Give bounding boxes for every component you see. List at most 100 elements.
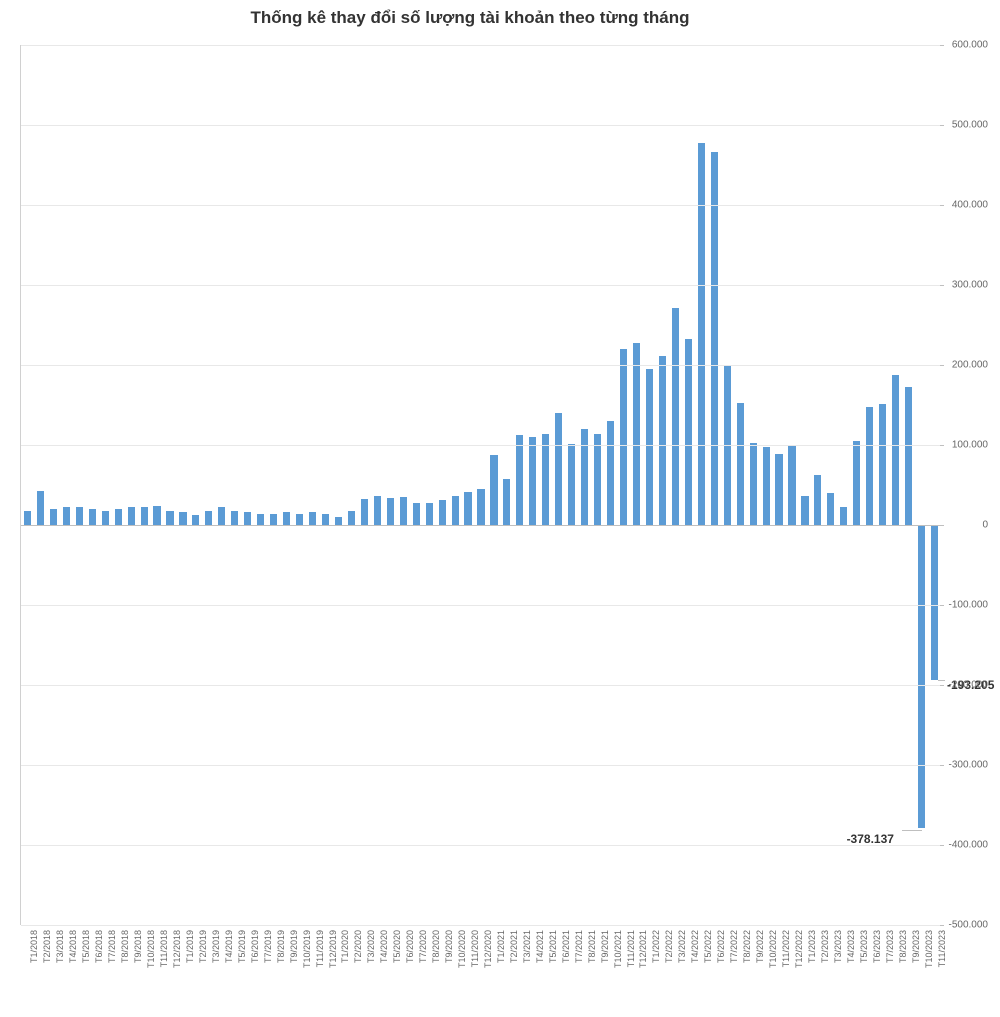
bar [581, 429, 588, 525]
x-tick-label: T3/2020 [366, 930, 376, 963]
x-tick-label: T9/2022 [755, 930, 765, 963]
x-tick-label: T8/2020 [431, 930, 441, 963]
bar [568, 444, 575, 525]
bar [400, 497, 407, 525]
x-tick-label: T9/2021 [600, 930, 610, 963]
x-tick-label: T4/2022 [690, 930, 700, 963]
bar [244, 512, 251, 525]
x-tick-label: T1/2022 [651, 930, 661, 963]
bar [102, 511, 109, 525]
leader-line [902, 830, 922, 831]
bar [659, 356, 666, 525]
x-tick-label: T8/2019 [276, 930, 286, 963]
bar [413, 503, 420, 525]
x-tick-label: T10/2020 [457, 930, 467, 968]
bar [516, 435, 523, 525]
bar [490, 455, 497, 525]
gridline [21, 125, 940, 126]
x-axis-labels: T1/2018T2/2018T3/2018T4/2018T5/2018T6/20… [20, 930, 940, 1010]
x-tick-label: T5/2023 [859, 930, 869, 963]
bar [737, 403, 744, 525]
x-tick-label: T6/2021 [561, 930, 571, 963]
bar [296, 514, 303, 525]
bar [853, 441, 860, 525]
x-tick-label: T5/2022 [703, 930, 713, 963]
x-tick-label: T5/2019 [237, 930, 247, 963]
x-tick-label: T3/2019 [211, 930, 221, 963]
x-tick-label: T11/2019 [315, 930, 325, 967]
plot-area: -378.137-193.205 -500.000-400.000-300.00… [20, 45, 940, 925]
bar [153, 506, 160, 525]
bar [128, 507, 135, 525]
bar [827, 493, 834, 525]
bar [905, 387, 912, 525]
gridline [21, 45, 940, 46]
bar [672, 308, 679, 525]
bar [931, 525, 938, 680]
bar [866, 407, 873, 525]
x-tick-label: T9/2019 [289, 930, 299, 963]
x-tick-label: T8/2021 [587, 930, 597, 963]
bar [529, 437, 536, 525]
bar [918, 525, 925, 828]
bar [63, 507, 70, 525]
bar [452, 496, 459, 525]
x-tick-label: T2/2020 [353, 930, 363, 963]
x-tick-label: T8/2022 [742, 930, 752, 963]
x-tick-label: T7/2022 [729, 930, 739, 963]
bar [322, 514, 329, 525]
bar [801, 496, 808, 525]
x-tick-label: T6/2018 [94, 930, 104, 963]
bar [464, 492, 471, 525]
bar [503, 479, 510, 525]
bar [711, 152, 718, 525]
bar [775, 454, 782, 525]
bars-layer: -378.137-193.205 [21, 45, 940, 925]
x-tick-label: T12/2022 [794, 930, 804, 968]
x-tick-label: T1/2023 [807, 930, 817, 963]
x-tick-label: T11/2023 [937, 930, 947, 967]
bar [361, 499, 368, 525]
x-tick-label: T10/2023 [924, 930, 934, 968]
x-tick-label: T11/2020 [470, 930, 480, 967]
x-tick-label: T4/2018 [68, 930, 78, 963]
x-tick-label: T6/2020 [405, 930, 415, 963]
bar [555, 413, 562, 525]
x-tick-label: T4/2021 [535, 930, 545, 963]
x-tick-label: T1/2019 [185, 930, 195, 963]
x-tick-label: T10/2018 [146, 930, 156, 968]
data-label: -378.137 [847, 832, 894, 846]
bar [192, 515, 199, 525]
x-tick-label: T4/2023 [846, 930, 856, 963]
bar [348, 511, 355, 525]
bar [387, 498, 394, 525]
x-tick-label: T6/2023 [872, 930, 882, 963]
y-tick-label: 400.000 [944, 200, 988, 211]
gridline [21, 205, 940, 206]
x-tick-label: T11/2022 [781, 930, 791, 967]
x-tick-label: T12/2021 [638, 930, 648, 968]
gridline [21, 765, 940, 766]
x-tick-label: T3/2023 [833, 930, 843, 963]
x-tick-label: T7/2018 [107, 930, 117, 963]
x-tick-label: T2/2021 [509, 930, 519, 963]
x-tick-label: T11/2021 [626, 930, 636, 967]
x-tick-label: T5/2018 [81, 930, 91, 963]
gridline [21, 605, 940, 606]
bar [231, 511, 238, 525]
y-tick-label: 0 [944, 520, 988, 531]
gridline [21, 445, 940, 446]
bar [763, 447, 770, 525]
x-tick-label: T1/2020 [340, 930, 350, 963]
bar [788, 446, 795, 525]
x-tick-label: T4/2020 [379, 930, 389, 963]
x-tick-label: T7/2019 [263, 930, 273, 963]
y-tick-label: -300.000 [944, 760, 988, 771]
gridline [21, 685, 940, 686]
gridline [21, 845, 940, 846]
gridline [21, 525, 940, 526]
bar [439, 500, 446, 525]
bar [542, 434, 549, 525]
y-tick-label: 300.000 [944, 280, 988, 291]
x-tick-label: T8/2023 [898, 930, 908, 963]
